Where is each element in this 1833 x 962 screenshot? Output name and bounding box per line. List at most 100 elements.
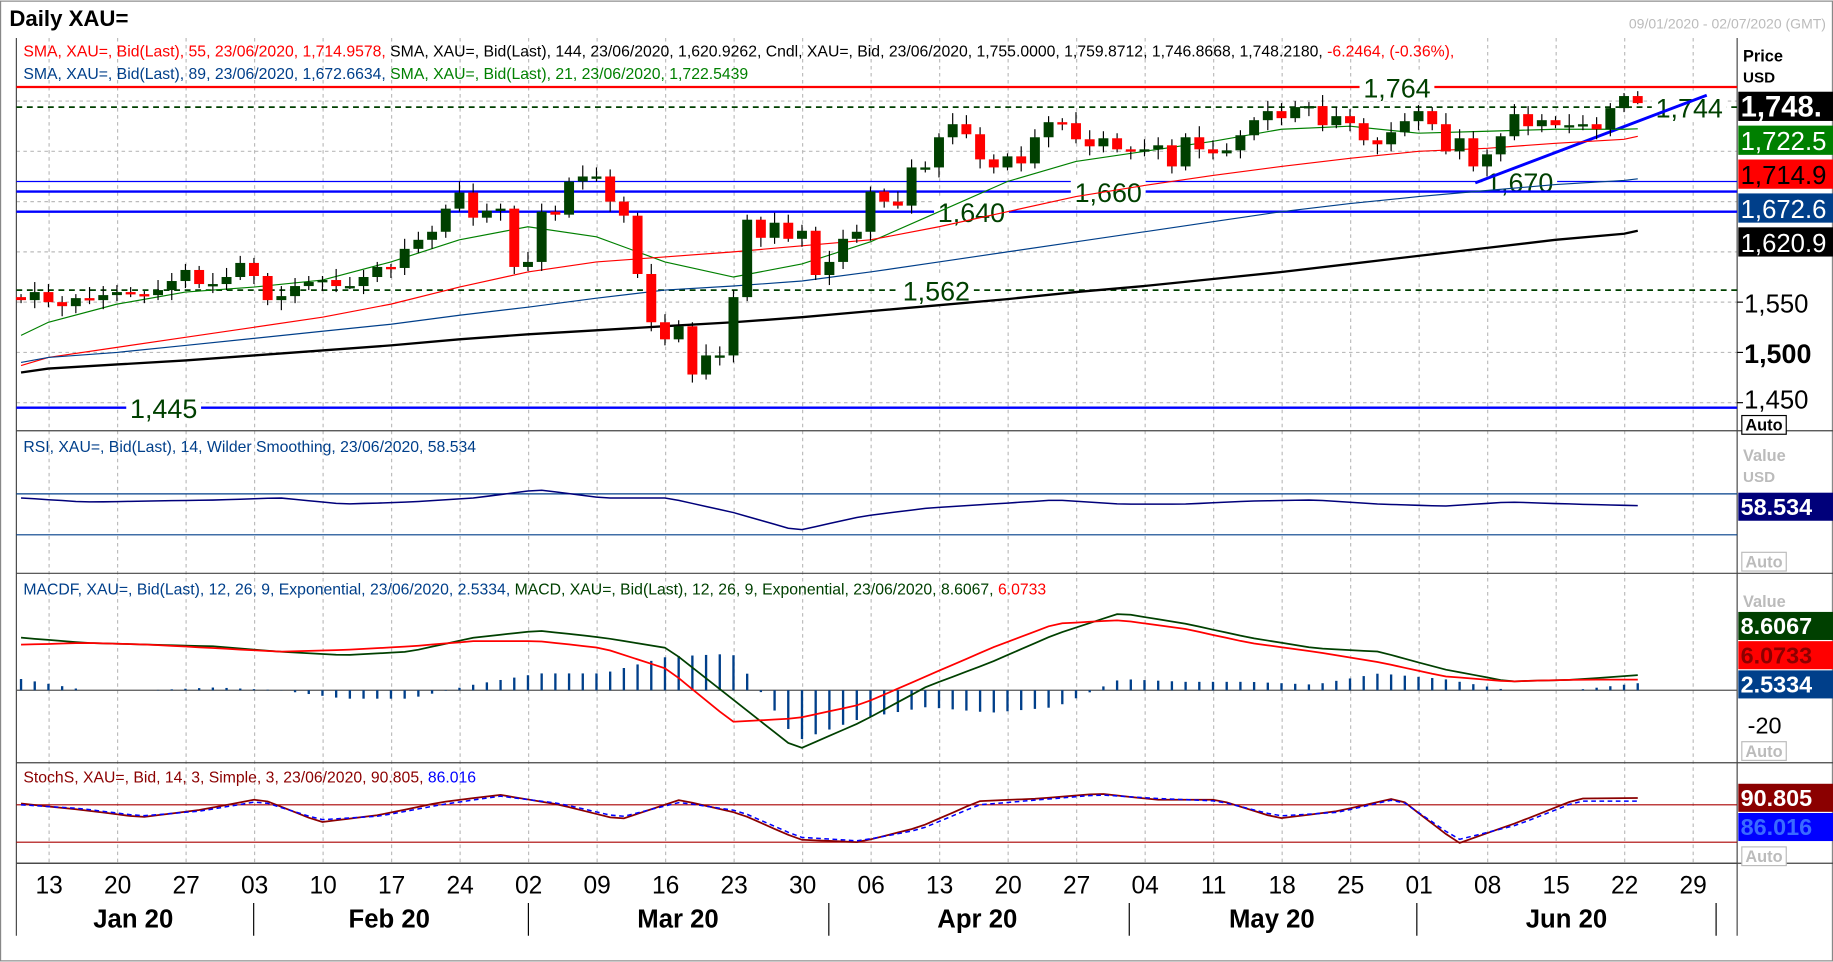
candle-body xyxy=(1523,114,1534,127)
candle-body xyxy=(1536,120,1547,127)
candle-body xyxy=(1509,114,1520,137)
candle-body xyxy=(1386,132,1397,145)
price-axis[interactable]: Price USD Value USD Value 1,550 1,500 1,45… xyxy=(1737,47,1833,867)
legend-line-1: SMA, XAU=, Bid(Last), 55, 23/06/2020, 1,… xyxy=(23,44,1454,61)
day-label: 30 xyxy=(789,873,816,900)
day-label: 11 xyxy=(1201,873,1226,900)
date-range: 09/01/2020 - 02/07/2020 (GMT) xyxy=(1629,16,1826,32)
legend-segment-0: StochS, XAU=, Bid, 14, 3, Simple, 3, 23/… xyxy=(23,770,427,787)
chart-title: Daily XAU= xyxy=(9,6,128,31)
price-badge-2: 1,714.9 xyxy=(1741,162,1827,190)
level-label-1670: 1,670 xyxy=(1486,168,1553,198)
candle-body xyxy=(16,297,27,301)
level-label-1744: 1,744 xyxy=(1656,94,1723,124)
candle-body xyxy=(1194,137,1205,150)
legend: SMA, XAU=, Bid(Last), 55, 23/06/2020, 1,… xyxy=(23,44,1454,787)
candle-body xyxy=(1084,139,1095,147)
candle-body xyxy=(1358,123,1369,141)
candle-body xyxy=(1098,138,1109,147)
candle-body xyxy=(413,239,424,249)
candle-body xyxy=(769,222,780,238)
candle-body xyxy=(824,261,835,275)
month-label: May 20 xyxy=(1229,906,1315,934)
candle-body xyxy=(166,281,177,291)
candle-body xyxy=(57,302,68,307)
legend-segment-1: SMA, XAU=, Bid(Last), 21, 23/06/2020, 1,… xyxy=(390,66,748,83)
candle-body xyxy=(1577,124,1588,127)
auto-button-price-box xyxy=(1741,414,1787,435)
day-label: 27 xyxy=(172,873,199,900)
legend-segment-2: -6.2464, (-0.36%), xyxy=(1327,44,1454,61)
level-label-1445: 1,445 xyxy=(130,394,197,424)
candles xyxy=(16,91,1643,383)
candle-body xyxy=(427,231,438,240)
auto-button-macd-box xyxy=(1741,741,1787,761)
candle-body xyxy=(1482,154,1492,167)
candle-body xyxy=(454,192,465,209)
candle-body xyxy=(1208,149,1218,154)
rsi-badge-bg xyxy=(1738,492,1833,521)
candle-body xyxy=(906,167,917,206)
price-tick-label: 1,450 xyxy=(1744,387,1808,415)
candle-body xyxy=(317,280,328,283)
day-label: 23 xyxy=(720,873,747,900)
stoch-d-badge: 86.016 xyxy=(1741,814,1813,840)
candle-body xyxy=(851,231,862,239)
candle-body xyxy=(1276,111,1287,119)
candle-body xyxy=(660,322,670,340)
month-label: Jun 20 xyxy=(1526,906,1607,934)
auto-button-stoch: Auto xyxy=(1745,848,1782,866)
sma55-line xyxy=(20,135,1638,367)
candle-body xyxy=(742,219,753,298)
candle-body xyxy=(1043,122,1054,138)
price-axis-title: Price xyxy=(1743,47,1783,65)
candle-body xyxy=(755,219,766,238)
candle-body xyxy=(591,176,602,179)
auto-button-macd: Auto xyxy=(1745,743,1782,761)
candle-body xyxy=(235,262,246,278)
day-label: 06 xyxy=(857,873,884,900)
candle-body xyxy=(84,298,95,301)
price-badge-bg xyxy=(1738,91,1833,121)
auto-button-rsi-box xyxy=(1741,551,1787,572)
candle-body xyxy=(618,201,629,216)
day-label: 22 xyxy=(1611,873,1638,900)
indicator-lines xyxy=(16,489,1738,844)
candle-body xyxy=(1071,123,1081,140)
stoch-d-line xyxy=(20,794,1638,842)
candle-body xyxy=(1399,121,1410,133)
price-badge-3: 1,672.6 xyxy=(1741,196,1827,224)
candle-body xyxy=(810,230,821,275)
candle-body xyxy=(125,292,136,295)
candle-body xyxy=(673,326,684,340)
candle-body xyxy=(961,124,972,135)
day-label: 15 xyxy=(1543,873,1570,900)
candle-body xyxy=(1468,138,1479,167)
candle-body xyxy=(1372,140,1383,145)
day-label: 04 xyxy=(1132,873,1159,900)
signal-badge-bg xyxy=(1738,641,1833,670)
sma89-line xyxy=(20,178,1638,364)
legend-segment-2: 6.0733 xyxy=(998,581,1046,598)
candle-body xyxy=(495,208,506,211)
candle-body xyxy=(276,296,287,301)
price-badge-bg xyxy=(1738,227,1833,257)
day-label: 20 xyxy=(995,873,1022,900)
level-label-1764: 1,764 xyxy=(1363,74,1430,104)
candle-body xyxy=(1029,137,1040,164)
candle-body xyxy=(481,210,492,218)
candle-body xyxy=(1413,111,1424,122)
candle-body xyxy=(1550,120,1561,126)
candle-body xyxy=(1016,156,1027,164)
candle-body xyxy=(632,215,643,274)
rsi-axis-unit: USD xyxy=(1743,469,1775,486)
candle-body xyxy=(838,238,849,262)
candle-body xyxy=(43,292,54,303)
candle-body xyxy=(358,277,369,287)
candle-body xyxy=(550,211,561,215)
candle-body xyxy=(290,286,301,297)
candle-body xyxy=(111,292,122,296)
candle-body xyxy=(509,208,520,267)
month-label: Mar 20 xyxy=(637,906,718,934)
